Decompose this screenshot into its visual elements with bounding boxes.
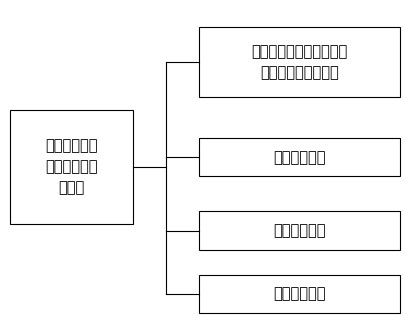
FancyBboxPatch shape (198, 138, 399, 177)
FancyBboxPatch shape (198, 275, 399, 313)
Text: 数据采集单元: 数据采集单元 (273, 287, 325, 302)
Text: 沉淤池刑泥机
的故障监测预
警系统: 沉淤池刑泥机 的故障监测预 警系统 (45, 138, 97, 195)
Text: 采用两台激光测距仪作为
监测系统的测量设备: 采用两台激光测距仪作为 监测系统的测量设备 (251, 44, 347, 80)
FancyBboxPatch shape (9, 109, 133, 224)
Text: 预警报警单元: 预警报警单元 (273, 150, 325, 165)
Text: 数据分析单元: 数据分析单元 (273, 223, 325, 238)
FancyBboxPatch shape (198, 212, 399, 250)
FancyBboxPatch shape (198, 27, 399, 97)
